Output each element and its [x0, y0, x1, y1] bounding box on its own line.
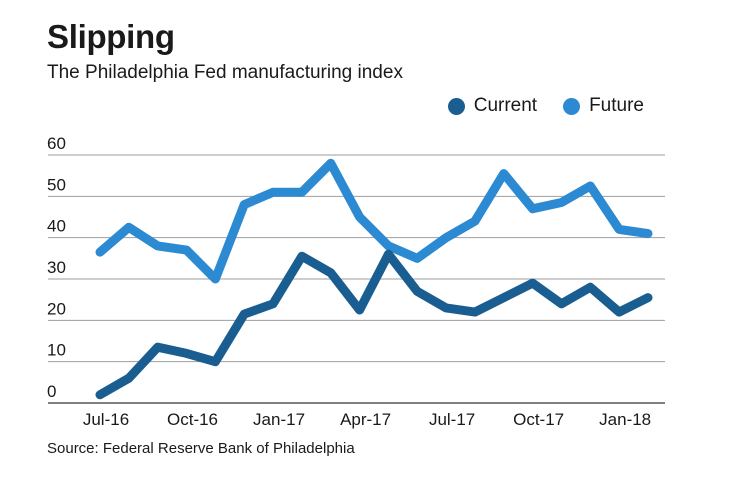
x-tick-label: Jul-17: [429, 410, 475, 429]
x-tick-label: Jul-16: [83, 410, 129, 429]
x-axis-ticks: Jul-16 Oct-16 Jan-17 Apr-17 Jul-17 Oct-17 Jan-…: [83, 410, 651, 429]
gridlines: [48, 154, 665, 404]
y-tick-label: 50: [47, 175, 66, 194]
x-tick-label: Jan-18: [599, 410, 651, 429]
y-tick-label: 20: [47, 299, 66, 318]
chart-title: Slipping: [47, 18, 175, 55]
legend-item-future: Future: [563, 95, 644, 117]
legend-marker-current: [447, 97, 465, 115]
series-lines: [95, 158, 653, 400]
y-tick-label: 30: [47, 258, 66, 277]
x-tick-label: Oct-17: [513, 410, 564, 429]
legend-item-current: Current: [447, 95, 538, 117]
y-axis-ticks: 0 10 20 30 40 50 60: [47, 134, 66, 401]
legend-marker-future: [563, 97, 581, 115]
y-tick-label: 10: [47, 341, 66, 360]
x-tick-label: Apr-17: [340, 410, 391, 429]
x-tick-label: Jan-17: [253, 410, 305, 429]
chart-subtitle: The Philadelphia Fed manufacturing index: [47, 62, 403, 83]
source-note: Source: Federal Reserve Bank of Philadel…: [47, 440, 355, 457]
legend-label-future: Future: [589, 95, 644, 116]
series-line-future: [95, 158, 653, 284]
y-tick-label: 40: [47, 217, 66, 236]
series-line-current: [95, 249, 653, 400]
chart-legend: Current Future: [422, 95, 644, 117]
x-tick-label: Oct-16: [167, 410, 218, 429]
legend-label-current: Current: [473, 95, 538, 116]
y-tick-label: 60: [47, 134, 66, 153]
y-tick-label: 0: [47, 382, 56, 401]
